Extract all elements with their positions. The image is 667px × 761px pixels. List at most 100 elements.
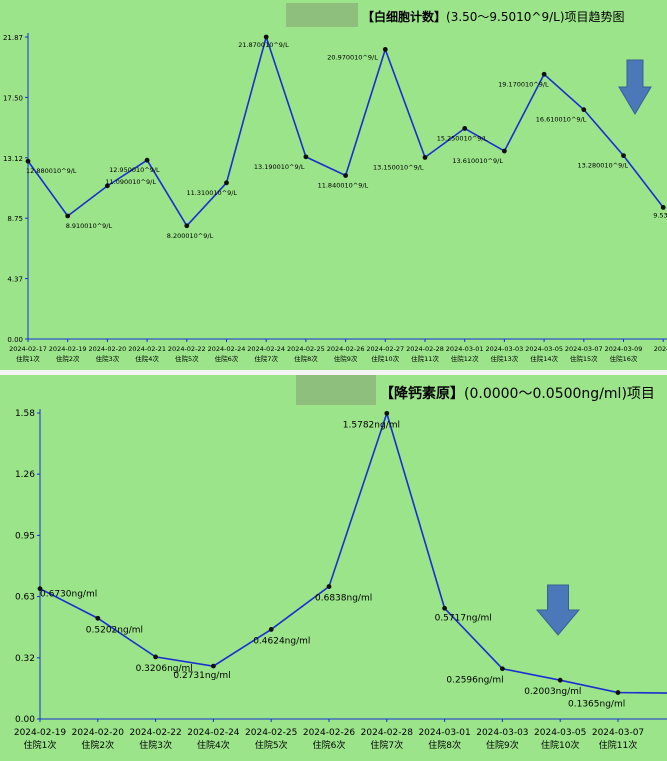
x-tick-visit: 住院9次 [486,739,519,751]
data-label: 11.090010^9/L [105,178,156,186]
x-tick-date: 2024-02-28 [361,728,414,738]
data-point [211,663,216,669]
data-label: 0.5202ng/ml [86,625,143,635]
x-tick-date: 2024-02-20 [89,345,127,353]
redacted-name-block [296,375,376,405]
x-tick-date: 2024-02-24 [208,345,246,353]
x-tick-visit: 住院3次 [96,354,120,363]
data-point [442,605,447,611]
y-tick-label: 13.12 [3,155,23,163]
x-tick-date: 2024- [654,345,667,353]
series-line [27,34,664,228]
data-label: 0.4624ng/ml [253,636,310,646]
data-point [660,205,666,210]
data-label: 0.5717ng/ml [435,613,492,623]
data-point [621,153,626,159]
x-tick-visit: 住院1次 [16,354,40,363]
data-label: 16.610010^9/L [536,116,587,124]
x-tick-visit: 住院4次 [135,354,159,363]
data-point [326,584,332,589]
x-tick-date: 2024-02-22 [129,728,181,738]
pct-chart-title: 【降钙素原】(0.0000～0.0500ng/ml)项目 [380,386,655,402]
x-tick-date: 2024-03-01 [418,728,470,738]
data-point [95,615,101,621]
x-tick-date: 2024-03-03 [486,345,524,353]
series-line [39,410,667,694]
y-tick-label: 1.26 [15,470,35,480]
x-tick-visit: 住院11次 [599,739,637,751]
data-label: 12.950010^9/L [109,166,160,174]
x-tick-visit: 住院14次 [530,354,558,363]
x-tick-date: 2024-02-22 [168,345,206,353]
data-point [37,586,43,592]
x-tick-date: 2024-03-07 [565,345,603,353]
x-tick-visit: 住院12次 [451,354,479,363]
redacted-name-block [286,3,358,27]
data-label: 8.200010^9/L [167,232,214,240]
data-point [343,173,348,178]
data-point [144,157,150,163]
x-tick-visit: 住院5次 [255,739,288,751]
x-tick-date: 2024-03-05 [525,345,563,353]
data-point [462,126,468,131]
x-tick-date: 2024-03-01 [446,345,484,353]
data-point [153,654,159,660]
data-label: 0.6838ng/ml [315,594,372,604]
data-label: 0.1365ng/ml [568,700,625,710]
x-tick-visit: 住院15次 [570,354,598,363]
data-label: 15.250010^9/L [437,134,488,142]
x-tick-date: 2024-02-28 [406,345,444,353]
data-label: 11.840010^9/L [318,182,369,190]
x-tick-visit: 住院11次 [411,354,439,363]
x-tick-visit: 住院4次 [197,739,230,751]
x-tick-date: 2024-02-19 [49,345,87,353]
x-tick-date: 2024-02-26 [327,345,365,353]
x-tick-visit: 住院9次 [334,354,358,363]
y-tick-label: 0.00 [15,715,35,725]
x-tick-visit: 住院8次 [294,354,318,363]
data-label: 11.310010^9/L [187,189,238,197]
data-label: 0.6730ng/ml [40,590,97,600]
wbc-line-chart: 0.004.378.7513.1217.5021.872024-02-17住院1… [3,33,667,363]
data-point [384,410,390,416]
y-tick-label: 21.87 [3,34,23,42]
y-tick-label: 8.75 [7,215,23,223]
x-tick-date: 2024-03-09 [605,345,643,353]
data-point [557,677,563,683]
data-label: 0.2731ng/ml [173,671,230,681]
x-tick-date: 2024-02-24 [247,345,285,353]
x-tick-visit: 住院5次 [175,354,199,363]
data-label: 13.190010^9/L [254,163,305,171]
data-label: 13.610010^9/L [452,157,503,165]
data-point [303,154,309,160]
y-tick-label: 0.32 [15,654,35,664]
data-label: 9.530010^9/L [653,211,667,219]
x-tick-date: 2024-02-25 [245,728,297,738]
x-tick-visit: 住院2次 [81,739,114,751]
data-point [502,148,507,154]
data-point [224,180,229,186]
wbc-chart-title: 【白细胞计数】(3.50～9.5010^9/L)项目趋势图 [362,10,625,24]
y-tick-label: 0.95 [15,531,35,541]
data-label: 13.150010^9/L [373,163,424,171]
data-point [581,107,587,113]
x-tick-date: 2024-02-17 [9,345,47,353]
data-point [500,666,505,672]
y-tick-label: 4.37 [7,276,23,284]
data-point [615,690,621,695]
x-tick-date: 2024-02-19 [14,728,67,738]
x-tick-date: 2024-03-05 [534,728,586,738]
y-tick-label: 17.50 [3,94,23,102]
data-label: 13.280010^9/L [578,162,629,170]
x-tick-visit: 住院1次 [24,739,57,751]
data-point [263,34,269,40]
x-tick-date: 2024-02-26 [303,728,356,738]
data-point [422,155,428,160]
data-point [65,213,71,219]
x-tick-date: 2024-02-20 [72,728,125,738]
down-arrow-icon [535,584,581,636]
x-tick-visit: 住院3次 [139,739,172,751]
data-label: 12.880010^9/L [26,167,77,175]
x-tick-visit: 住院16次 [610,354,638,363]
data-point [184,223,190,229]
